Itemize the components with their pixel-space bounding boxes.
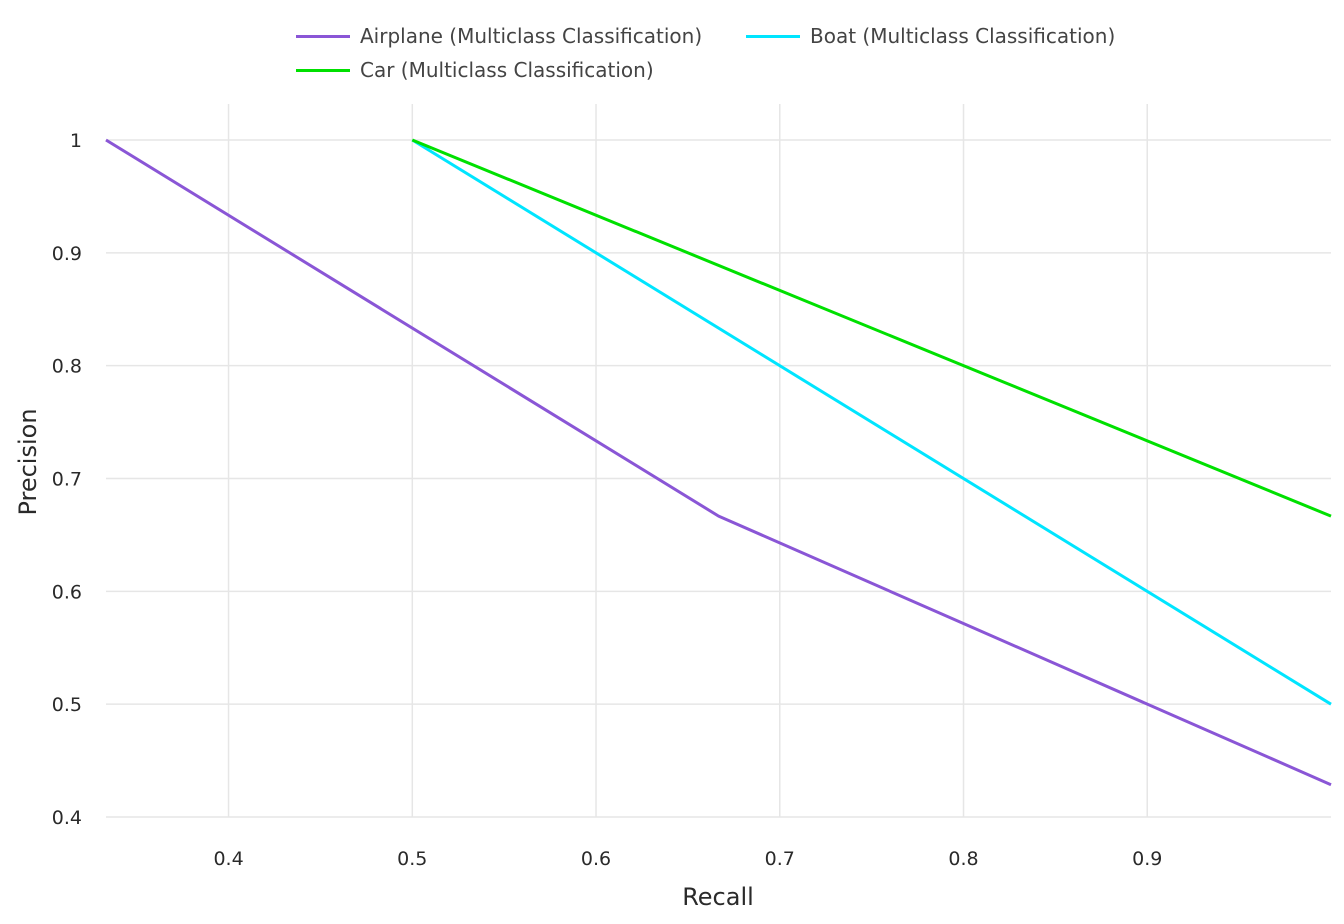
x-tick-label: 0.5 [397,848,427,870]
legend-label-boat: Boat (Multiclass Classification) [810,24,1116,48]
y-tick-label: 0.4 [52,807,82,829]
y-tick-label: 0.7 [52,469,82,491]
x-tick-label: 0.8 [948,848,978,870]
legend-swatch-airplane [296,34,350,38]
y-tick-label: 0.5 [52,694,82,716]
y-tick-label: 1 [70,130,82,152]
legend-item-car[interactable]: Car (Multiclass Classification) [296,58,654,82]
x-tick-label: 0.9 [1132,848,1162,870]
series-line-airplane[interactable] [105,138,1332,787]
series-line-boat[interactable] [411,138,1332,706]
x-tick-label: 0.4 [213,848,243,870]
legend-label-car: Car (Multiclass Classification) [360,58,654,82]
x-axis-title: Recall [682,883,754,911]
y-axis-title: Precision [14,408,42,515]
y-axis-ticks: 0.4 0.5 0.6 0.7 0.8 0.9 1 [52,130,82,829]
x-tick-label: 0.6 [581,848,611,870]
legend-item-boat[interactable]: Boat (Multiclass Classification) [746,24,1115,48]
y-tick-label: 0.6 [52,581,82,603]
grid [106,104,1331,818]
x-tick-label: 0.7 [765,848,795,870]
x-axis-ticks: 0.4 0.5 0.6 0.7 0.8 0.9 [213,848,1162,870]
y-tick-label: 0.9 [52,243,82,265]
legend-swatch-car [296,68,350,72]
series-line-car[interactable] [411,138,1332,518]
legend-label-airplane: Airplane (Multiclass Classification) [360,24,703,48]
legend-swatch-boat [746,34,800,38]
series-lines [105,138,1332,787]
y-tick-label: 0.8 [52,356,82,378]
legend-item-airplane[interactable]: Airplane (Multiclass Classification) [296,24,702,48]
